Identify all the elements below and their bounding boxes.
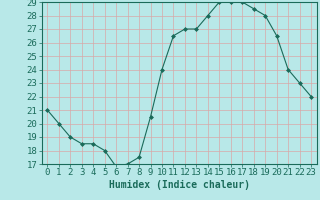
X-axis label: Humidex (Indice chaleur): Humidex (Indice chaleur) — [109, 180, 250, 190]
